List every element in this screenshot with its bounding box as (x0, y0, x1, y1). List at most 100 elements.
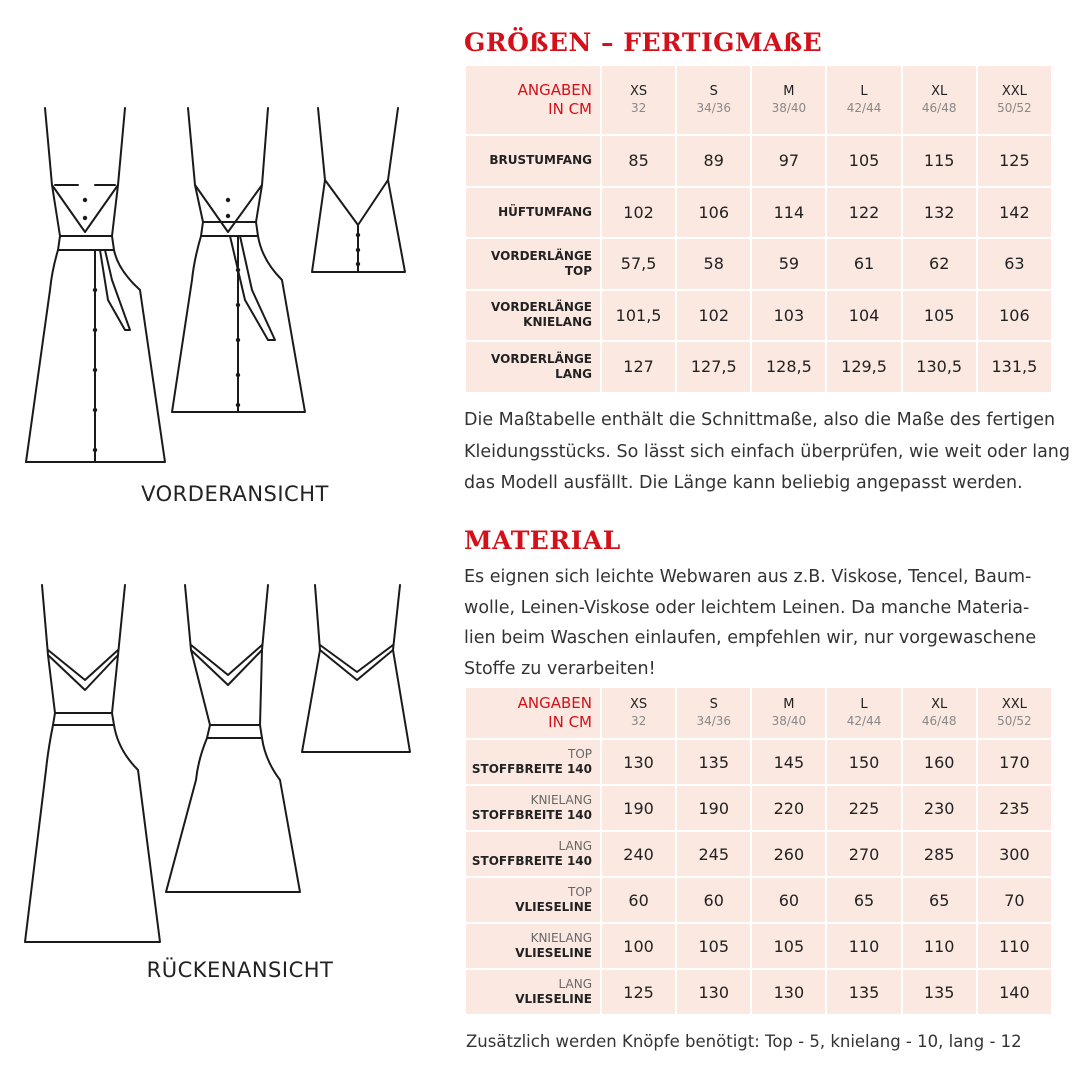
row-label-line: VLIESELINE (515, 946, 592, 960)
value-cell: 125 (602, 970, 676, 1014)
value-cell: 127 (602, 342, 676, 392)
size-name: M (783, 697, 795, 712)
value-cell: 160 (902, 740, 976, 784)
size-range: 34/36 (696, 101, 732, 115)
value-cell: 130 (677, 970, 751, 1014)
value-cell: 125 (977, 136, 1051, 186)
value-cell: 122 (827, 187, 901, 237)
value-cell: 270 (827, 832, 901, 876)
table-row: KNIELANG STOFFBREITE 140 190 190 220 225 230 23… (466, 786, 1051, 830)
size-name: XL (931, 697, 948, 712)
value-cell: 140 (977, 970, 1051, 1014)
row-label: VORDERLÄNGE LANG (466, 342, 600, 392)
value-cell: 130,5 (902, 342, 976, 392)
table-row: HÜFTUMFANG 102 106 114 122 132 142 (466, 187, 1051, 237)
description-line: Stoffe zu verarbeiten! (464, 658, 656, 679)
value-cell: 105 (677, 924, 751, 968)
size-range: 50/52 (997, 714, 1032, 728)
value-cell: 61 (827, 239, 901, 289)
table-row: VORDERLÄNGE LANG 127 127,5 128,5 129,5 130,5 13… (466, 342, 1051, 392)
table-header-row: ANGABEN IN CM XS 32 S 34/36 M 38/40 L 42/44 XL 46/4… (466, 66, 1051, 134)
value-cell: 102 (677, 290, 751, 340)
size-header-cell: XXL 50/52 (977, 66, 1051, 134)
value-cell: 65 (902, 878, 976, 922)
back-long-dress-drawing (24, 584, 161, 943)
value-cell: 130 (752, 970, 826, 1014)
value-cell: 97 (752, 136, 826, 186)
size-header-cell: M 38/40 (752, 66, 826, 134)
table-row: VORDERLÄNGE KNIELANG 101,5 102 103 104 105 106 (466, 290, 1051, 340)
size-name: XS (629, 697, 648, 712)
row-label: KNIELANG VLIESELINE (466, 924, 600, 968)
value-cell: 106 (977, 290, 1051, 340)
row-label-line: STOFFBREITE 140 (471, 854, 592, 868)
row-label: LANG VLIESELINE (466, 970, 600, 1014)
row-label-variant: KNIELANG (530, 931, 592, 945)
table-row: TOP VLIESELINE 60 60 60 65 65 70 (466, 878, 1051, 922)
header-label-line: ANGABEN (517, 81, 592, 99)
row-label-variant: TOP (567, 747, 592, 761)
value-cell: 145 (752, 740, 826, 784)
size-range: 46/48 (921, 714, 957, 728)
description-line: Es eignen sich leichte Webwaren aus z.B.… (464, 567, 1032, 587)
value-cell: 102 (602, 187, 676, 237)
size-header-cell: S 34/36 (677, 66, 751, 134)
value-cell: 142 (977, 187, 1051, 237)
row-label-line: TOP (564, 263, 592, 278)
size-name: L (860, 84, 868, 99)
row-label: VORDERLÄNGE KNIELANG (466, 290, 600, 340)
finished-measurements-table: ANGABEN IN CM XS 32 S 34/36 M 38/40 L 42/44 XL 46/4… (464, 64, 1053, 394)
value-cell: 57,5 (602, 239, 676, 289)
value-cell: 225 (827, 786, 901, 830)
value-cell: 110 (902, 924, 976, 968)
value-cell: 70 (977, 878, 1051, 922)
row-label-line: VORDERLÄNGE (491, 300, 592, 315)
size-name: S (709, 697, 718, 712)
description-line: das Modell ausfällt. Die Länge kann beli… (464, 473, 1023, 493)
value-cell: 60 (677, 878, 751, 922)
size-range: 38/40 (771, 101, 807, 115)
size-range: 32 (630, 101, 647, 115)
value-cell: 245 (677, 832, 751, 876)
row-label-variant: KNIELANG (530, 793, 592, 807)
front-knee-dress-drawing (171, 107, 306, 413)
size-range: 34/36 (696, 714, 732, 728)
buttons-footnote: Zusätzlich werden Knöpfe benötigt: Top -… (466, 1032, 1022, 1051)
value-cell: 115 (902, 136, 976, 186)
front-top-drawing (311, 107, 406, 273)
header-label-line: IN CM (548, 713, 592, 731)
sizes-title: GRÖßEN – FERTIGMAßE (464, 28, 823, 57)
table-row: LANG VLIESELINE 125 130 130 135 135 140 (466, 970, 1051, 1014)
row-label: TOP STOFFBREITE 140 (466, 740, 600, 784)
size-range: 32 (630, 714, 647, 728)
description-line: Die Maßtabelle enthält die Schnittmaße, … (464, 410, 1056, 430)
value-cell: 63 (977, 239, 1051, 289)
value-cell: 89 (677, 136, 751, 186)
table-row: BRUSTUMFANG 85 89 97 105 115 125 (466, 136, 1051, 186)
row-label-line: HÜFTUMFANG (498, 204, 592, 219)
value-cell: 235 (977, 786, 1051, 830)
header-label-line: ANGABEN (517, 694, 592, 712)
row-label: BRUSTUMFANG (466, 136, 600, 186)
row-label-line: STOFFBREITE 140 (471, 808, 592, 822)
table-row: LANG STOFFBREITE 140 240 245 260 270 285 300 (466, 832, 1051, 876)
value-cell: 58 (677, 239, 751, 289)
size-header-cell: XL 46/48 (902, 688, 976, 738)
size-name: XXL (1001, 84, 1027, 99)
value-cell: 65 (827, 878, 901, 922)
size-header-cell: XL 46/48 (902, 66, 976, 134)
value-cell: 129,5 (827, 342, 901, 392)
size-header-cell: XS 32 (602, 66, 676, 134)
material-description: Es eignen sich leichte Webwaren aus z.B.… (464, 562, 1036, 684)
value-cell: 135 (827, 970, 901, 1014)
table-row: KNIELANG VLIESELINE 100 105 105 110 110 110 (466, 924, 1051, 968)
row-label-variant: LANG (558, 977, 592, 991)
value-cell: 110 (977, 924, 1051, 968)
back-top-drawing (301, 584, 411, 753)
row-label-line: VLIESELINE (515, 992, 592, 1006)
value-cell: 132 (902, 187, 976, 237)
size-name: XXL (1001, 697, 1027, 712)
row-label-line: VLIESELINE (515, 900, 592, 914)
value-cell: 106 (677, 187, 751, 237)
value-cell: 101,5 (602, 290, 676, 340)
